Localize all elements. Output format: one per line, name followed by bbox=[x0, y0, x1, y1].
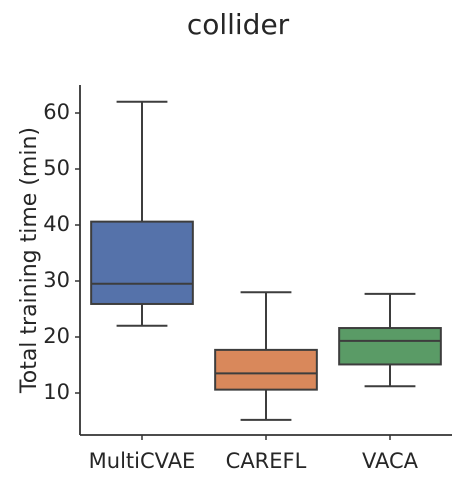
y-tick-label: 60 bbox=[43, 100, 70, 124]
iqr-box bbox=[338, 327, 442, 366]
chart-title: collider bbox=[187, 8, 290, 41]
y-tick-label: 50 bbox=[43, 156, 70, 180]
x-tick-label: VACA bbox=[362, 449, 419, 473]
iqr-box bbox=[214, 348, 318, 391]
y-axis-label: Total training time (min) bbox=[17, 127, 42, 394]
iqr-box bbox=[90, 220, 194, 305]
y-tick-label: 40 bbox=[43, 212, 70, 236]
y-tick-label: 10 bbox=[43, 380, 70, 404]
y-ticks: 10 20 30 40 50 60 bbox=[43, 100, 80, 404]
y-tick-label: 30 bbox=[43, 268, 70, 292]
y-tick-label: 20 bbox=[43, 324, 70, 348]
box-multicvae bbox=[90, 100, 194, 327]
boxes-group bbox=[90, 100, 442, 421]
x-tick-label: CAREFL bbox=[226, 449, 307, 473]
x-tick-labels: MultiCVAE CAREFL VACA bbox=[89, 435, 419, 473]
box-vaca bbox=[338, 292, 442, 388]
box-carefl bbox=[214, 291, 318, 421]
x-tick-label: MultiCVAE bbox=[89, 449, 196, 473]
